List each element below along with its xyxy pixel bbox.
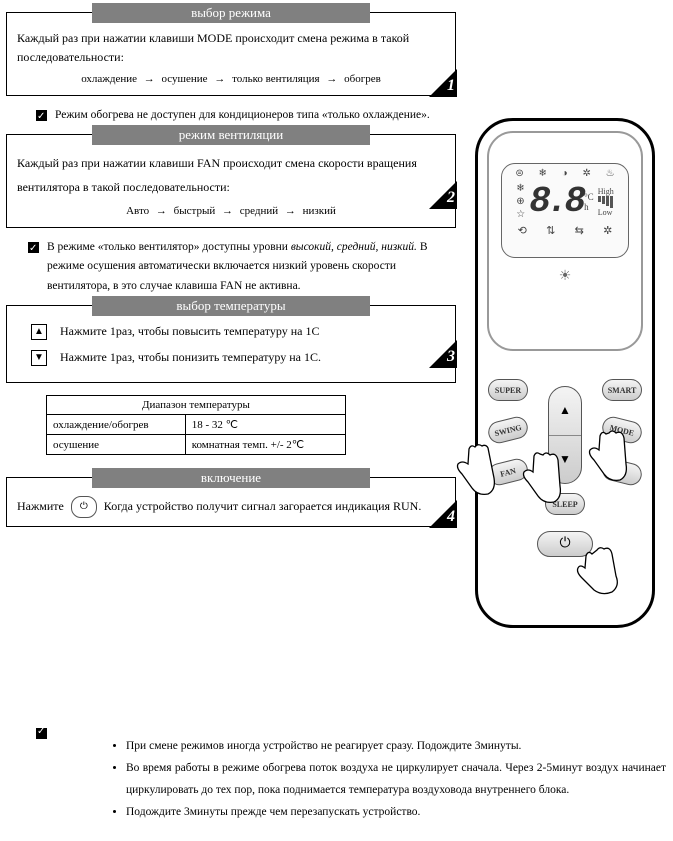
up-arrow-icon[interactable]: ▲	[549, 387, 581, 435]
bottom-notes: При смене режимов иногда устройство не р…	[36, 724, 666, 823]
check-icon	[36, 728, 47, 739]
lcd-side-icons: ❄ ⊕ ☆	[516, 183, 525, 220]
lcd-unit-c: °C	[584, 192, 594, 202]
seq-item: Авто	[126, 205, 149, 217]
lcd-icon: ✲	[582, 168, 590, 179]
sleep-button[interactable]: SLEEP	[545, 493, 585, 515]
box1-sequence: охлаждение → осушение → только вентиляци…	[17, 73, 445, 85]
table-caption: Диапазон температуры	[47, 396, 346, 415]
arrow-icon: →	[285, 205, 296, 217]
lcd-icons-row1: ⊜ ❄ ◑ ✲ ♨	[508, 168, 622, 179]
arrow-icon: →	[326, 73, 337, 85]
power-on-box: включение Нажмите ⏻ Когда устройство пол…	[6, 477, 456, 527]
box2-text: Каждый раз при нажатии клавиши FAN проис…	[17, 151, 445, 199]
box3-title: выбор температуры	[92, 296, 370, 316]
temp-down-row: ▼ Нажмите 1раз, чтобы понизить температу…	[31, 350, 445, 366]
remote-display-frame: ⊜ ❄ ◑ ✲ ♨ ❄ ⊕ ☆ 8.8 °C h High	[487, 131, 643, 351]
lcd-icon: ⊜	[515, 168, 523, 179]
check-icon	[36, 110, 47, 121]
note-2: В режиме «только вентилятор» доступны ур…	[28, 238, 456, 297]
down-arrow-icon[interactable]: ▼	[549, 436, 581, 484]
bullet-item: Во время работы в режиме обогрева поток …	[126, 758, 666, 802]
lcd-screen: ⊜ ❄ ◑ ✲ ♨ ❄ ⊕ ☆ 8.8 °C h High	[501, 163, 629, 258]
lcd-icon: ⇅	[546, 224, 555, 237]
seq-item: низкий	[303, 205, 336, 217]
fan-button[interactable]: FAN	[486, 456, 530, 487]
box1-text: Каждый раз при нажатии клавиши MODE прои…	[17, 29, 445, 67]
arrow-icon: →	[156, 205, 167, 217]
mode-select-box: выбор режима Каждый раз при нажатии клав…	[6, 12, 456, 96]
up-arrow-icon: ▲	[31, 324, 47, 340]
seq-item: обогрев	[344, 73, 381, 85]
lcd-icon: ✲	[603, 224, 612, 237]
lcd-unit-h: h	[584, 202, 594, 212]
lcd-high-label: High	[598, 187, 614, 196]
bullet-item: При смене режимов иногда устройство не р…	[126, 736, 666, 758]
lcd-icon: ◑	[562, 168, 568, 179]
temp-updown[interactable]: ▲ ▼	[548, 386, 582, 484]
fan-mode-box: режим вентиляции Каждый раз при нажатии …	[6, 134, 456, 228]
arrow-icon: →	[144, 73, 155, 85]
temp-up-text: Нажмите 1раз, чтобы повысить температуру…	[60, 324, 319, 338]
bullet-item: Подождите 3минуты прежде чем перезапуска…	[126, 802, 666, 824]
lcd-icons-row3: ⟲ ⇅ ⇆ ✲	[508, 224, 622, 237]
check-icon	[28, 242, 39, 253]
lcd-bars	[598, 196, 614, 208]
note-1: Режим обогрева не доступен для кондицион…	[36, 106, 456, 126]
lcd-icon: ❄	[539, 168, 547, 179]
arrow-icon: →	[222, 205, 233, 217]
box2-sequence: Авто → быстрый → средний → низкий	[17, 205, 445, 217]
note1-text: Режим обогрева не доступен для кондицион…	[55, 106, 430, 126]
mode-button[interactable]: MODE	[600, 414, 644, 445]
seq-item: только вентиляция	[232, 73, 320, 85]
table-cell: охлаждение/обогрев	[47, 415, 186, 435]
lcd-icon: ⇆	[575, 224, 584, 237]
lcd-low-label: Low	[598, 208, 614, 217]
seq-item: охлаждение	[81, 73, 137, 85]
table-cell: осушение	[47, 435, 186, 455]
box4-title: включение	[92, 468, 370, 488]
remote-control: ⊜ ❄ ◑ ✲ ♨ ❄ ⊕ ☆ 8.8 °C h High	[475, 118, 655, 628]
temp-select-box: выбор температуры ▲ Нажмите 1раз, чтобы …	[6, 305, 456, 384]
clear-button[interactable]: R	[600, 456, 644, 487]
table-cell: 18 - 32 ℃	[185, 415, 345, 435]
seq-item: осушение	[162, 73, 208, 85]
power-icon: ⏻	[71, 496, 97, 518]
lcd-icon: ⟲	[518, 224, 527, 237]
lcd-icon: ♨	[606, 168, 615, 179]
down-arrow-icon: ▼	[31, 350, 47, 366]
power-button[interactable]: ⏻	[537, 531, 593, 557]
temperature-range-table: Диапазон температуры охлаждение/обогрев …	[46, 395, 346, 455]
temp-down-text: Нажмите 1раз, чтобы понизить температуру…	[60, 350, 321, 364]
arrow-icon: →	[214, 73, 225, 85]
box4-text: Нажмите ⏻ Когда устройство получит сигна…	[17, 494, 445, 518]
box1-title: выбор режима	[92, 3, 370, 23]
box2-title: режим вентиляции	[92, 125, 370, 145]
temp-up-row: ▲ Нажмите 1раз, чтобы повысить температу…	[31, 324, 445, 340]
bottom-bullets: При смене режимов иногда устройство не р…	[112, 736, 666, 823]
super-button[interactable]: SUPER	[488, 379, 528, 401]
table-cell: комнатная темп. +/- 2℃	[185, 435, 345, 455]
seq-item: средний	[240, 205, 278, 217]
power-icon: ⏻	[559, 536, 570, 552]
smart-button[interactable]: SMART	[602, 379, 642, 401]
note2-text: В режиме «только вентилятор» доступны ур…	[47, 238, 456, 297]
seq-item: быстрый	[174, 205, 216, 217]
lcd-temperature: 8.8	[529, 181, 582, 222]
sun-icon: ☀	[559, 268, 572, 285]
swing-button[interactable]: SWING	[486, 414, 530, 445]
